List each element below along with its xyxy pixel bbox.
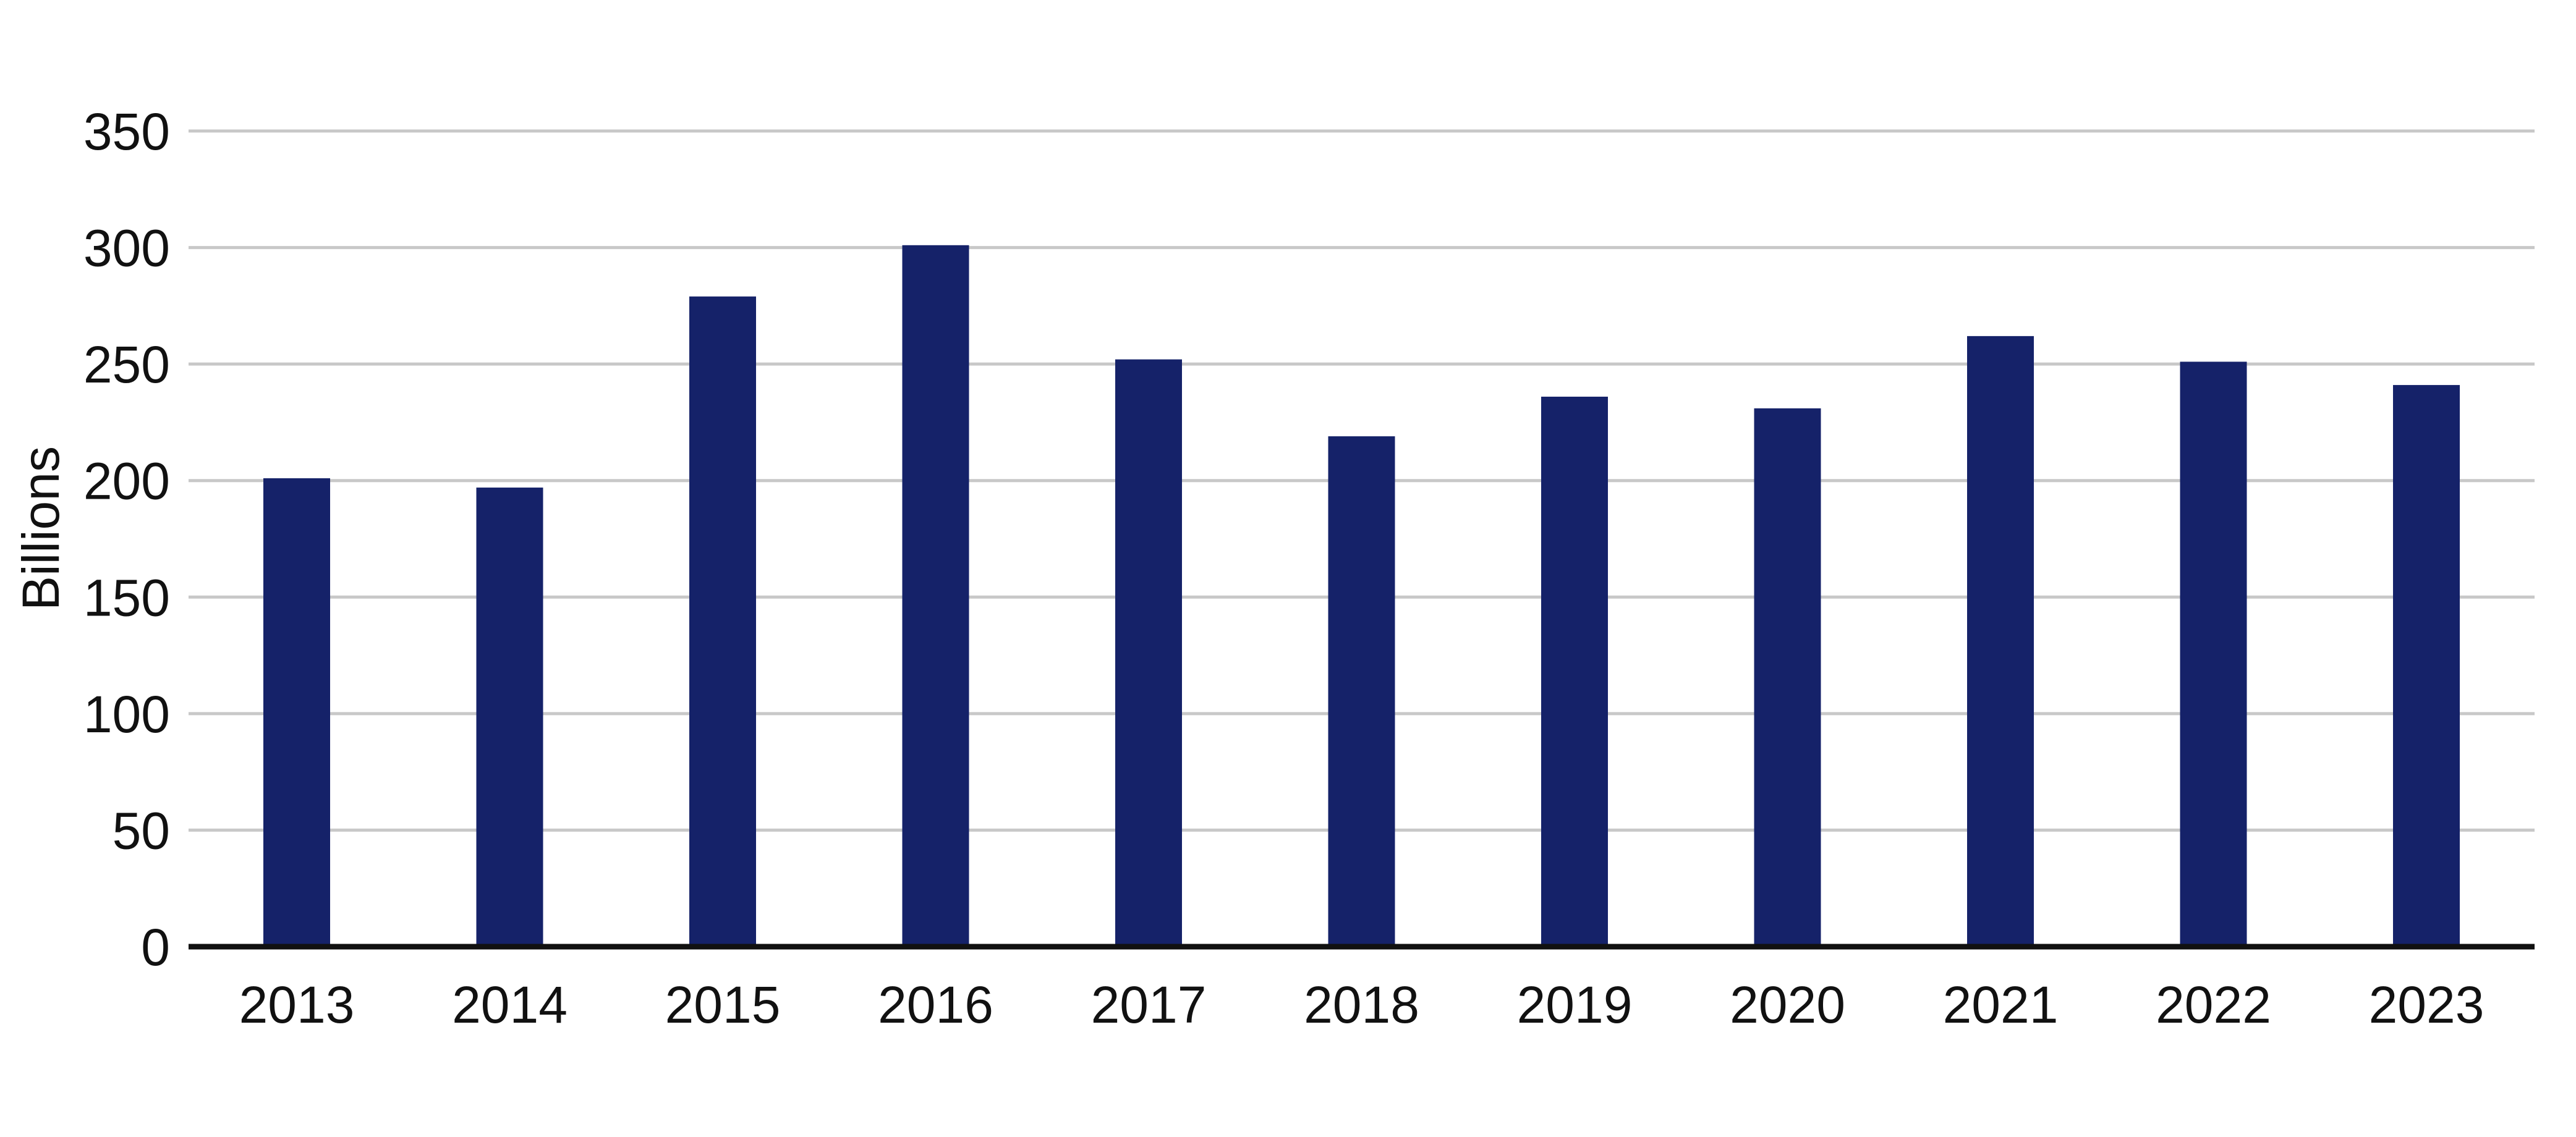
bar-2022 — [2180, 361, 2247, 947]
x-tick-label: 2020 — [1730, 976, 1845, 1034]
x-tick-label: 2014 — [452, 976, 567, 1034]
bar-2023 — [2393, 385, 2460, 947]
y-tick-label: 300 — [83, 219, 170, 277]
y-tick-label: 100 — [83, 685, 170, 743]
bar-2020 — [1754, 408, 1821, 947]
x-tick-label: 2015 — [665, 976, 781, 1034]
bar-2021 — [1967, 336, 2034, 947]
y-tick-label: 0 — [141, 918, 170, 976]
bar-2013 — [263, 478, 330, 947]
bar-2018 — [1328, 436, 1395, 947]
y-tick-label: 250 — [83, 336, 170, 394]
bar-2014 — [476, 488, 543, 947]
x-tick-label: 2019 — [1517, 976, 1633, 1034]
bar-2017 — [1115, 359, 1182, 947]
y-tick-label: 350 — [83, 103, 170, 161]
x-tick-label: 2016 — [878, 976, 993, 1034]
y-tick-label: 50 — [113, 801, 170, 860]
x-tick-label: 2022 — [2156, 976, 2271, 1034]
bar-2019 — [1541, 396, 1608, 947]
x-tick-label: 2017 — [1091, 976, 1207, 1034]
x-tick-label: 2021 — [1943, 976, 2059, 1034]
bars — [263, 245, 2460, 947]
y-tick-label: 150 — [83, 568, 170, 627]
y-tick-labels: 0 50 100 150 200 250 300 350 — [83, 103, 170, 976]
x-tick-label: 2023 — [2369, 976, 2485, 1034]
x-tick-label: 2018 — [1304, 976, 1419, 1034]
bar-2016 — [902, 245, 969, 947]
x-tick-label: 2013 — [239, 976, 355, 1034]
x-tick-labels: 2013 2014 2015 2016 2017 2018 2019 2020 2021 2022… — [239, 976, 2485, 1034]
y-axis-title: Billions — [12, 446, 70, 611]
bar-2015 — [689, 296, 756, 947]
y-tick-label: 200 — [83, 452, 170, 510]
